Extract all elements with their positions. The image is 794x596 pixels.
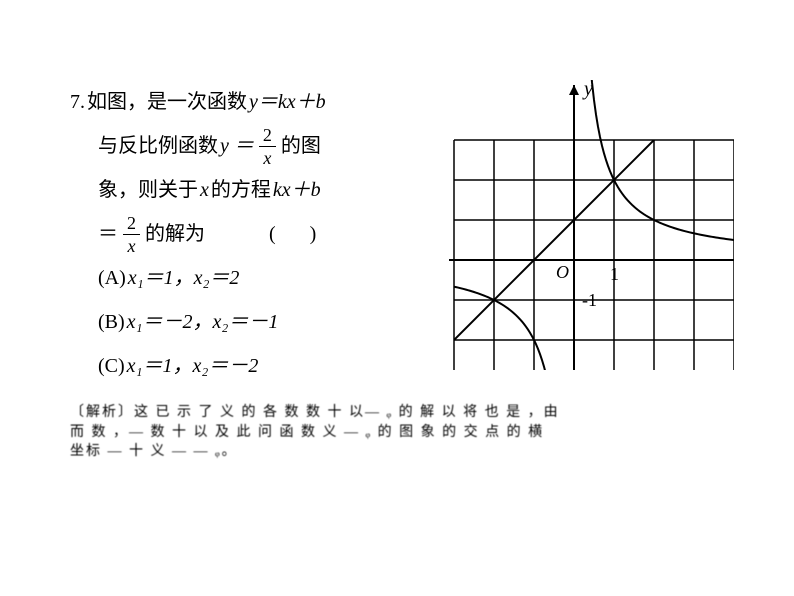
opt-b-eq: x₁＝－2，x₂＝－1 [127, 300, 279, 344]
line-1: 7. 如图，是一次函数 y＝kx＋b [70, 80, 404, 124]
option-a: (A) x₁＝1，x₂＝2 [70, 256, 404, 300]
graph-container: yxO1-1 [434, 80, 744, 370]
q-number: 7. [70, 80, 85, 124]
svg-text:-1: -1 [582, 290, 597, 310]
l1a: 如图，是一次函数 [87, 80, 247, 124]
g2: 而 数 ，— 数 十 以 及 此 问 函 数 义 — ᵩ 的 图 象 的 交 点… [70, 423, 744, 443]
question-text: 7. 如图，是一次函数 y＝kx＋b 与反比例函数 y ＝ 2 x 的图 象，则… [70, 80, 404, 388]
option-c: (C) x₁＝1，x₂＝－2 [70, 344, 404, 388]
line-4: ＝ 2 x 的解为 ( ) [70, 212, 404, 256]
line-3: 象，则关于 x 的方程 kx＋b [70, 168, 404, 212]
l3b: 的方程 [211, 168, 271, 212]
svg-text:1: 1 [610, 264, 619, 284]
l3var: x [200, 168, 209, 212]
eq1: y＝kx＋b [249, 80, 326, 124]
g1: 〔解析〕这 已 示 了 义 的 各 数 数 十 以— ᵩ 的 解 以 将 也 是… [70, 403, 744, 423]
line-2: 与反比例函数 y ＝ 2 x 的图 [70, 124, 404, 168]
frac-2x-1: 2 x [259, 126, 276, 167]
paren-l: ( [269, 212, 276, 256]
opt-b-label: (B) [98, 300, 125, 344]
opt-a-eq: x₁＝1，x₂＝2 [128, 256, 240, 300]
eq2lhs: y ＝ [220, 124, 254, 168]
l4b: 的解为 [145, 212, 205, 256]
l2b: 的图 [281, 124, 321, 168]
l3a: 象，则关于 [98, 168, 198, 212]
eq3: kx＋b [273, 168, 321, 212]
opt-a-label: (A) [98, 256, 126, 300]
l4lhs: ＝ [98, 212, 118, 256]
frac-2x-2: 2 x [123, 214, 140, 255]
g3: 坐标 — 十 义 — — ᵩ。 [70, 442, 744, 462]
opt-c-eq: x₁＝1，x₂＝－2 [127, 344, 259, 388]
paren-r: ) [310, 212, 317, 256]
l2a: 与反比例函数 [98, 124, 218, 168]
svg-text:O: O [556, 262, 569, 282]
option-b: (B) x₁＝－2，x₂＝－1 [70, 300, 404, 344]
garbled-text: 〔解析〕这 已 示 了 义 的 各 数 数 十 以— ᵩ 的 解 以 将 也 是… [70, 403, 744, 462]
opt-c-label: (C) [98, 344, 125, 388]
function-graph: yxO1-1 [434, 80, 734, 370]
